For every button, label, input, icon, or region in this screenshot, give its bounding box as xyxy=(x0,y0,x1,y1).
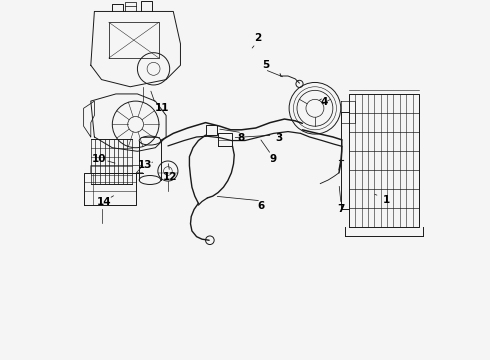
Text: 10: 10 xyxy=(92,154,106,164)
Text: 11: 11 xyxy=(154,103,169,113)
Text: 9: 9 xyxy=(270,154,276,164)
Text: 12: 12 xyxy=(163,172,177,182)
Text: 6: 6 xyxy=(258,201,265,211)
Text: 4: 4 xyxy=(320,97,328,107)
Text: 8: 8 xyxy=(237,133,245,143)
Text: 14: 14 xyxy=(97,197,112,207)
Text: 5: 5 xyxy=(262,60,270,70)
Text: 13: 13 xyxy=(138,159,152,170)
Text: 3: 3 xyxy=(275,133,283,143)
Text: 1: 1 xyxy=(383,195,390,205)
Text: 2: 2 xyxy=(254,33,261,43)
Text: 7: 7 xyxy=(338,204,345,215)
